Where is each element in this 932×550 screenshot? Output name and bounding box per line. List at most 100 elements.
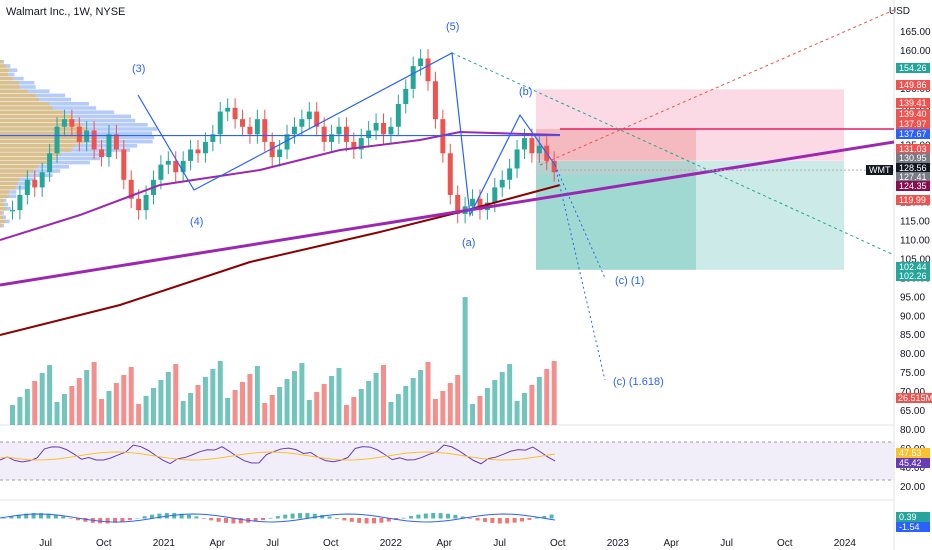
chart-header-title: Walmart Inc., 1W, NYSE [6, 6, 126, 18]
price-label-text: 137.67 [899, 129, 927, 139]
volume-bar [143, 396, 149, 425]
price-label-text: 137.97 [899, 119, 927, 129]
candle [247, 126, 253, 135]
macd-histogram-bar [142, 516, 147, 519]
macd-histogram-bar [113, 518, 117, 523]
candle [551, 160, 557, 173]
macd-histogram-bar [201, 518, 206, 519]
candle [24, 179, 30, 195]
volume-profile-bar [0, 127, 87, 131]
rsi-line [0, 444, 556, 465]
volume-bar [188, 393, 194, 425]
candle [418, 58, 424, 67]
volume-profile-bar [0, 106, 53, 110]
price-tick-label: 145.00 [900, 103, 931, 114]
volume-profile-bar [0, 169, 34, 173]
volume-profile-bar [0, 68, 10, 72]
time-tick-label: 2024 [834, 538, 857, 549]
macd-histogram-bar [512, 518, 517, 523]
candle [39, 172, 45, 188]
candle [336, 126, 342, 135]
volume-bar [373, 373, 379, 425]
macd-histogram-bar [31, 513, 36, 519]
candle [106, 134, 112, 158]
price-label-text: 130.95 [899, 153, 927, 163]
candle [188, 149, 194, 161]
price-label-text: 131.03 [899, 144, 927, 154]
currency-label: USD [888, 6, 910, 17]
volume-bar [217, 361, 223, 425]
wave-label: (a) [462, 237, 475, 249]
macd-histogram-bar [505, 518, 510, 524]
volume-bar [284, 379, 290, 425]
candle [403, 88, 409, 105]
volume-bar [425, 362, 431, 425]
volume-bar [484, 388, 490, 425]
macd-histogram-bar [231, 518, 236, 524]
macd-histogram-bar [549, 514, 554, 519]
volume-bar [507, 364, 513, 425]
volume-profile-bar [0, 72, 8, 77]
volume-bar [106, 391, 112, 425]
macd-histogram-bar [157, 513, 162, 519]
projection-c1618 [554, 164, 606, 381]
rsi-pane [0, 441, 894, 481]
volume-profile-bar [0, 181, 18, 186]
macd-histogram-bar [150, 514, 154, 519]
macd-histogram-bar [224, 518, 228, 523]
volume-profile-bar [0, 202, 5, 207]
candle [351, 141, 357, 150]
price-tick-label: 160.00 [900, 46, 931, 57]
volume-bar [455, 375, 461, 425]
macd-histogram-bar [460, 516, 465, 519]
price-label-tag [896, 172, 930, 182]
volume-bar [462, 297, 468, 425]
volume-profile-bar [0, 85, 20, 89]
price-label-tag [896, 80, 930, 90]
volume-profile-bar [0, 215, 4, 219]
candles [10, 49, 557, 224]
macd-histogram-bar [520, 518, 524, 522]
macd-value-text: -1.54 [899, 522, 920, 532]
volume-bar [358, 389, 364, 425]
macd-histogram-bar [305, 513, 310, 519]
volume-bar [39, 373, 45, 425]
volume-bar [544, 369, 550, 425]
macd-histogram-bar [76, 518, 80, 521]
macd-histogram-bar [490, 518, 495, 523]
rsi-tick-label: 20.00 [900, 482, 925, 493]
macd-value-text: 0.39 [899, 512, 917, 522]
candle [128, 179, 134, 199]
volume-profile-bar [0, 190, 9, 194]
candle [395, 104, 401, 127]
candle [76, 126, 82, 142]
price-tick-label: 85.00 [900, 330, 925, 341]
volume-bar [366, 381, 372, 425]
volume-bar [113, 383, 119, 425]
candle [210, 134, 216, 142]
volume-bar [499, 372, 505, 425]
time-tick-label: 2021 [153, 538, 176, 549]
macd-histogram-bar [290, 513, 295, 519]
macd-histogram-bar [61, 516, 66, 519]
macd-histogram-bar [268, 517, 273, 519]
volume-bar [262, 403, 268, 425]
candle [499, 179, 505, 188]
macd-histogram-bar [342, 518, 347, 521]
macd-histogram-bar [423, 513, 428, 519]
volume-bar [395, 394, 401, 425]
macd-histogram-bar [68, 518, 73, 519]
candle [32, 179, 38, 188]
time-tick-label: 2023 [607, 538, 630, 549]
macd-histogram-bar [401, 517, 406, 519]
macd-histogram-bar [364, 518, 369, 524]
volume-profile-bar [0, 152, 61, 156]
wave-label: (5) [446, 21, 459, 33]
macd-histogram-bar [46, 513, 51, 519]
candle [232, 107, 238, 120]
price-label-text: 139.40 [899, 109, 927, 119]
time-tick-label: Jul [39, 538, 52, 549]
macd-histogram-bar [357, 518, 362, 523]
price-label-tag [896, 195, 930, 205]
